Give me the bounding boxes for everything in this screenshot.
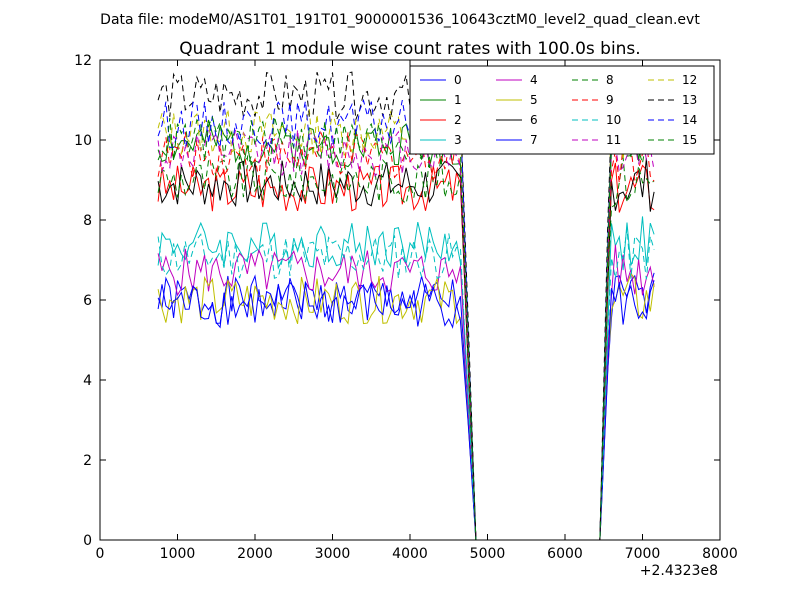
x-offset-label: +2.4323e8 [640,563,718,579]
suptitle: Data file: modeM0/AS1T01_191T01_90000015… [100,12,700,28]
plot-lines [157,67,655,541]
series-line-11 [157,126,655,541]
axis-ticks: 0 1000 2000 3000 4000 5000 6000 7000 80000246810… [74,53,738,562]
legend-label-15: 15 [682,133,697,147]
series-line-5 [157,272,655,541]
series-line-15 [157,115,655,541]
x-tick-label: 2000 [237,546,273,562]
legend-label-7: 7 [530,133,538,147]
chart-title: Quadrant 1 module wise count rates with … [179,39,640,59]
series-line-7 [157,280,655,541]
legend-label-2: 2 [454,113,462,127]
legend-label-13: 13 [682,93,697,107]
legend-label-8: 8 [606,73,614,87]
y-tick-label: 12 [74,53,92,69]
legend-label-14: 14 [682,113,697,127]
y-tick-label: 2 [83,453,92,469]
legend-label-0: 0 [454,73,462,87]
x-tick-label: 0 [96,546,105,562]
series-line-14 [157,96,655,541]
series-line-6 [157,158,655,541]
x-tick-label: 5000 [470,546,506,562]
x-tick-label: 3000 [315,546,351,562]
y-tick-label: 10 [74,133,92,149]
legend-box [409,65,715,155]
y-tick-label: 6 [83,293,92,309]
legend-label-3: 3 [454,133,462,147]
legend-label-4: 4 [530,73,538,87]
y-tick-label: 8 [83,213,92,229]
x-tick-label: 4000 [392,546,428,562]
series-line-10 [157,228,655,541]
x-tick-label: 8000 [702,546,738,562]
series-line-0 [157,272,655,541]
x-tick-label: 6000 [547,546,583,562]
x-tick-label: 1000 [160,546,196,562]
legend-label-11: 11 [606,133,621,147]
series-line-4 [157,244,655,541]
series-line-8 [157,156,655,541]
x-tick-label: 7000 [625,546,661,562]
legend-label-5: 5 [530,93,538,107]
legend-label-10: 10 [606,113,621,127]
legend-label-1: 1 [454,93,462,107]
series-line-12 [157,105,655,541]
y-tick-label: 4 [83,373,92,389]
legend-label-12: 12 [682,73,697,87]
series-line-2 [157,162,655,541]
legend-label-6: 6 [530,113,538,127]
legend-label-9: 9 [606,93,614,107]
series-line-1 [157,116,655,541]
y-tick-label: 0 [83,533,92,549]
